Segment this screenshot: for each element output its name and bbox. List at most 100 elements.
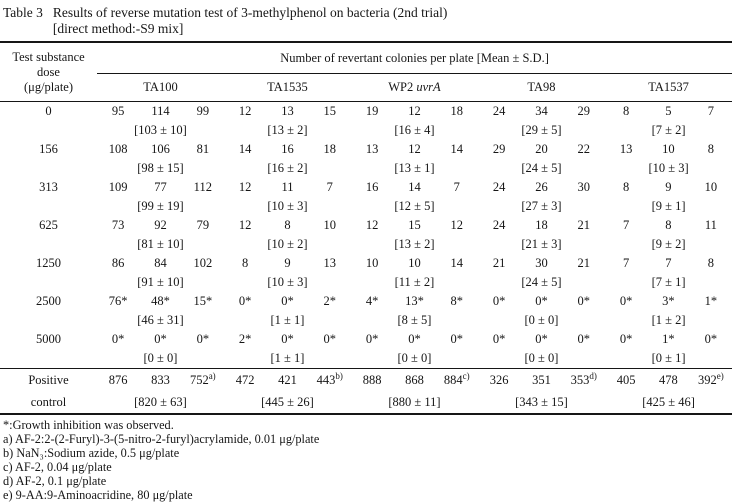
header-row-strains: TA100 TA1535 WP2 uvrA TA98 TA1537: [0, 73, 732, 102]
mean-cell: [10 ± 3]: [648, 161, 689, 175]
value-cell: 421: [266, 368, 309, 392]
dose-cell-empty: [0, 311, 97, 330]
value-cell: 7: [707, 104, 714, 118]
value-cell: 15*: [193, 294, 213, 308]
value-cell: 478: [647, 368, 690, 392]
strain-header: WP2 uvrA: [350, 73, 478, 102]
value-cell: 13: [365, 142, 379, 156]
value-cell: 868: [393, 368, 436, 392]
mean-cell: [29 ± 5]: [521, 123, 562, 137]
value-cell: 30: [577, 180, 591, 194]
dose-row-means: [81 ± 10] [10 ± 2] [13 ± 2] [21 ± 3] [9 ± 2]: [0, 235, 732, 254]
strain-header: TA1535: [223, 73, 351, 102]
value-cell: 326: [477, 368, 521, 392]
value-cell: 7: [453, 180, 460, 194]
dose-row-values: 1250 86 84 102 8 9 13 10 10 14 21 30 21 7 7 8: [0, 254, 732, 273]
mean-cell: [425 ± 46]: [642, 395, 695, 409]
value-cell: 2*: [238, 332, 252, 346]
value-cell: 0*: [111, 332, 125, 346]
value-cell: 81: [196, 142, 210, 156]
value-cell: 11: [704, 218, 717, 232]
value-cell: 16: [281, 142, 294, 156]
value-cell: 86: [111, 256, 125, 270]
dose-row-values: 625 73 92 79 12 8 10 12 15 12 24 18 21 7 8 11: [0, 216, 732, 235]
value-cell: 12: [365, 218, 379, 232]
dose-row-means: [103 ± 10] [13 ± 2] [16 ± 4] [29 ± 5] [7 ± 2…: [0, 121, 732, 140]
value-cell: 10: [365, 256, 379, 270]
value-cell: 13: [323, 256, 337, 270]
mean-cell: [9 ± 2]: [651, 237, 686, 251]
mean-cell: [16 ± 4]: [394, 123, 435, 137]
value-cell: 8: [707, 256, 714, 270]
value-cell: 109: [108, 180, 128, 194]
value-cell: 14: [408, 180, 421, 194]
value-cell: 20: [535, 142, 548, 156]
value-cell: 0*: [704, 332, 718, 346]
value-cell: 16: [365, 180, 379, 194]
value-cell: 76*: [108, 294, 128, 308]
value-cell: 26: [535, 180, 548, 194]
mean-cell: [445 ± 26]: [261, 395, 314, 409]
positive-control-label-line2: control: [30, 395, 67, 409]
value-cell: 12: [450, 218, 464, 232]
dose-cell: 5000: [36, 332, 61, 346]
value-cell: 14: [450, 142, 464, 156]
footnote-marker: d): [589, 370, 597, 381]
mean-cell: [1 ± 1]: [270, 351, 305, 365]
dose-header-line-2: dose: [37, 64, 60, 79]
value-cell: 21: [577, 256, 591, 270]
dose-row-values: 313 109 77 112 12 11 7 16 14 7 24 26 30 8 9 10: [0, 178, 732, 197]
value-cell: 13: [619, 142, 633, 156]
value-cell: 1*: [704, 294, 718, 308]
dose-cell: 313: [39, 180, 58, 194]
value-cell: 14: [238, 142, 252, 156]
mean-cell: [98 ± 15]: [137, 161, 184, 175]
value-cell: 0*: [281, 332, 294, 346]
table-number: Table 3: [3, 5, 43, 20]
value-cell: 0*: [450, 332, 464, 346]
value-cell: 114: [151, 104, 170, 118]
footnote-line-2: a) AF-2:2-(2-Furyl)-3-(5-nitro-2-furyl)a…: [3, 431, 320, 446]
mean-cell: [13 ± 2]: [394, 237, 435, 251]
dose-cell-empty: [0, 159, 97, 178]
value-cell: 102: [193, 256, 213, 270]
value-cell: 12: [238, 180, 252, 194]
dose-cell-empty: [0, 235, 97, 254]
mean-cell: [8 ± 5]: [397, 313, 432, 327]
strain-header: TA98: [477, 73, 605, 102]
value-cell: 15: [323, 104, 337, 118]
footnote-line-5: d) AF-2, 0.1 μg/plate: [3, 473, 107, 488]
mean-cell: [10 ± 3]: [267, 275, 308, 289]
value-cell: 48*: [151, 294, 170, 308]
mean-cell: [24 ± 5]: [521, 161, 562, 175]
footnote-line-3: b) NaN₃:Sodium azide, 0.5 μg/plate: [3, 445, 180, 460]
value-cell: 0*: [154, 332, 167, 346]
mean-cell: [10 ± 2]: [267, 237, 308, 251]
value-cell: 15: [408, 218, 421, 232]
mean-cell: [46 ± 31]: [137, 313, 184, 327]
value-cell: 1*: [662, 332, 675, 346]
table-body: 0 95 114 99 12 13 15 19 12 18 24 34 29 8 5 7 [103 ± 10][…: [0, 102, 732, 415]
mean-cell: [820 ± 63]: [134, 395, 187, 409]
value-cell: 876: [97, 368, 140, 392]
value-cell: 12: [238, 104, 252, 118]
value-cell: 0*: [619, 294, 633, 308]
dose-cell: 156: [39, 142, 58, 156]
value-cell: 99: [196, 104, 210, 118]
title-line-1: Results of reverse mutation test of 3-me…: [52, 5, 448, 20]
dose-row-values: 156 108 106 81 14 16 18 13 12 14 29 20 22 13 10 8: [0, 140, 732, 159]
value-cell: 0*: [577, 332, 591, 346]
value-cell: 73: [111, 218, 125, 232]
table-title: Table 3 Results of reverse mutation test…: [0, 0, 732, 37]
mean-cell: [0 ± 0]: [524, 313, 559, 327]
mean-cell: [9 ± 1]: [651, 199, 686, 213]
value-cell: 884c): [435, 368, 478, 392]
dose-cell-empty: [0, 273, 97, 292]
dose-cell-empty: [0, 349, 97, 369]
dose-cell: 1250: [36, 256, 61, 270]
value-cell: 8: [242, 256, 249, 270]
mean-cell: [103 ± 10]: [134, 123, 187, 137]
value-cell: 0*: [365, 332, 379, 346]
value-cell: 108: [108, 142, 128, 156]
